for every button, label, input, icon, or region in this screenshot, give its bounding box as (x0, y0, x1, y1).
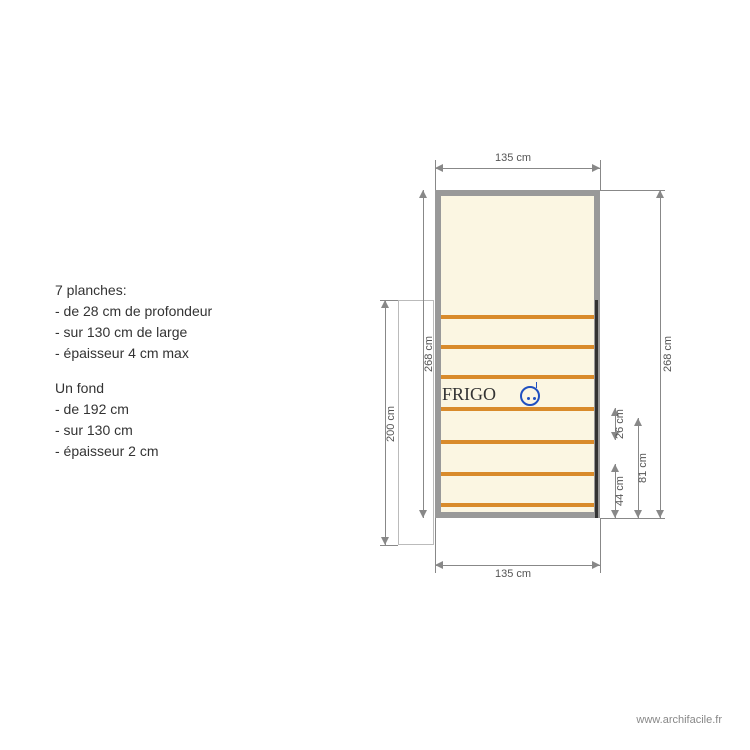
dim-left-200-label: 200 cm (385, 406, 397, 442)
shelf-2 (441, 345, 594, 349)
spec-line-1b: - sur 130 cm de large (55, 322, 212, 343)
dim-right-268-tick-t (600, 190, 665, 191)
outlet-icon (520, 386, 540, 406)
spec-line-2a: - de 192 cm (55, 399, 212, 420)
dim-left-200-tick-t (380, 300, 398, 301)
dim-top-135-arrow-l (435, 164, 443, 172)
dim-left-200-arrow-u (381, 300, 389, 308)
dim-right-81-arrow-u (634, 418, 642, 426)
dim-bottom-135-arrow-l (435, 561, 443, 569)
spec-line-1c: - épaisseur 4 cm max (55, 343, 212, 364)
dim-left-268-label: 268 cm (423, 336, 435, 372)
dim-top-135-tick-l (435, 160, 436, 190)
shelf-7 (441, 503, 594, 507)
cabinet-body (435, 190, 600, 518)
dim-right-81-arrow-d (634, 510, 642, 518)
dim-right-26-label: 26 cm (614, 409, 626, 439)
dim-bottom-135-tick-r (600, 518, 601, 573)
frigo-label: FRIGO (442, 384, 496, 405)
dim-right-268-arrow-u (656, 190, 664, 198)
dim-bottom-135-arrow-r (592, 561, 600, 569)
dim-bottom-135-tick-l (435, 518, 436, 573)
spacer (55, 364, 212, 378)
dim-right-268-line (660, 190, 661, 518)
diagram-canvas: { "text": { "heading1": "7 planches:", "… (0, 0, 750, 750)
spec-heading-1: 7 planches: (55, 280, 212, 301)
spec-heading-2: Un fond (55, 378, 212, 399)
spec-text-block: 7 planches: - de 28 cm de profondeur - s… (55, 280, 212, 462)
shelf-5 (441, 440, 594, 444)
spec-line-2b: - sur 130 cm (55, 420, 212, 441)
dim-top-135-tick-r (600, 160, 601, 190)
dim-top-135-arrow-r (592, 164, 600, 172)
dim-right-44-arrow-u (611, 464, 619, 472)
spec-line-1a: - de 28 cm de profondeur (55, 301, 212, 322)
dim-left-200-tick-b (380, 545, 398, 546)
dim-right-268-tick-b (600, 518, 665, 519)
dim-left-268-arrow-d (419, 510, 427, 518)
shelf-3 (441, 375, 594, 379)
dim-right-44-label: 44 cm (614, 476, 626, 506)
shelf-6 (441, 472, 594, 476)
dim-right-44-arrow-d (611, 510, 619, 518)
shelf-4 (441, 407, 594, 411)
shelf-1 (441, 315, 594, 319)
dim-top-135-label: 135 cm (495, 152, 531, 164)
watermark: www.archifacile.fr (636, 714, 722, 726)
dim-top-135-line (435, 168, 600, 169)
dim-left-268-arrow-u (419, 190, 427, 198)
dim-right-268-label: 268 cm (662, 336, 674, 372)
dim-left-200-arrow-d (381, 537, 389, 545)
dim-right-268-arrow-d (656, 510, 664, 518)
dim-bottom-135-line (435, 565, 600, 566)
cabinet-dark-edge (595, 300, 598, 518)
dim-right-81-label: 81 cm (637, 453, 649, 483)
dim-bottom-135-label: 135 cm (495, 568, 531, 580)
spec-line-2c: - épaisseur 2 cm (55, 441, 212, 462)
